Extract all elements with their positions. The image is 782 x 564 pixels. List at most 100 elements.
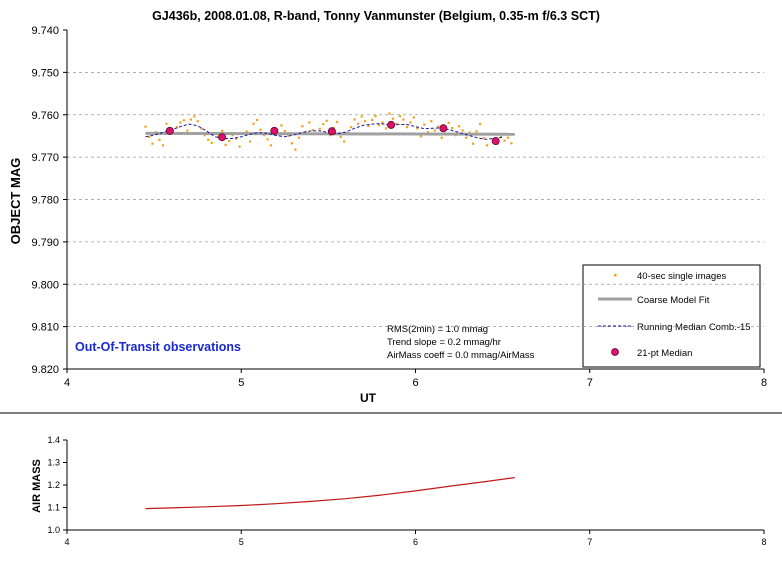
single-image-point: [262, 134, 266, 137]
median-21pt-point: [270, 126, 279, 135]
median-21pt-point: [491, 137, 500, 146]
single-image-point: [287, 134, 290, 137]
single-image-point: [398, 115, 402, 118]
single-image-point: [189, 118, 192, 121]
x-tick-label: 6: [412, 377, 418, 389]
stats-airmass-coeff: AirMass coeff = 0.0 mmag/AirMass: [387, 350, 535, 361]
single-image-point: [266, 138, 269, 141]
annotation-title: Out-Of-Transit observations: [75, 340, 241, 354]
single-image-point: [360, 115, 363, 118]
single-image-point: [447, 121, 450, 125]
single-image-point: [402, 118, 405, 121]
single-image-point: [472, 142, 475, 145]
single-image-point: [228, 140, 231, 143]
single-image-point: [252, 122, 255, 125]
airmass-y-tick-label: 1.1: [47, 503, 60, 513]
single-image-point: [311, 129, 314, 132]
single-image-point: [374, 115, 377, 118]
single-image-point: [269, 144, 273, 147]
single-image-point: [412, 116, 415, 119]
single-image-point: [259, 128, 262, 131]
y-tick-label: 9.760: [31, 110, 59, 122]
single-image-point: [343, 140, 346, 143]
airmass-y-axis-label: AIR MASS: [31, 459, 43, 513]
legend-symbol-median: [611, 348, 619, 356]
single-image-point: [165, 122, 168, 125]
airmass-x-tick-label: 5: [239, 537, 244, 547]
y-tick-label: 9.750: [31, 67, 59, 79]
chart-title: GJ436b, 2008.01.08, R-band, Tonny Vanmun…: [152, 9, 600, 23]
legend-label-fit: Coarse Model Fit: [637, 295, 710, 306]
single-image-point: [353, 118, 356, 121]
single-image-point: [395, 122, 398, 125]
single-image-point: [283, 129, 287, 133]
airmass-x-tick-label: 4: [64, 537, 69, 547]
single-image-point: [318, 127, 321, 130]
single-image-point: [482, 137, 485, 140]
single-image-point: [179, 121, 182, 124]
single-image-point: [440, 136, 443, 139]
single-image-point: [158, 138, 161, 141]
single-image-point: [499, 135, 503, 138]
median-21pt-point: [218, 133, 227, 142]
single-image-point: [175, 126, 178, 129]
single-image-point: [510, 142, 513, 145]
single-image-point: [465, 136, 468, 139]
x-tick-label: 7: [587, 377, 593, 389]
single-image-point: [391, 117, 395, 120]
single-image-point: [290, 142, 293, 145]
airmass-y-tick-label: 1.4: [47, 435, 60, 445]
single-image-point: [503, 139, 506, 142]
y-tick-label: 9.820: [31, 364, 59, 376]
single-image-point: [200, 127, 203, 130]
single-image-point: [350, 126, 353, 129]
single-image-point: [297, 136, 300, 139]
running-median-line: [145, 123, 503, 140]
airmass-line: [145, 477, 515, 510]
single-image-point: [308, 121, 311, 124]
single-image-point: [210, 141, 213, 144]
single-image-point: [325, 119, 328, 122]
legend: 40-sec single images Coarse Model Fit Ru…: [582, 264, 761, 368]
median-21pt-point: [165, 126, 174, 135]
x-tick-label: 5: [238, 377, 244, 389]
single-image-point: [458, 125, 461, 128]
single-image-point: [294, 148, 297, 151]
legend-symbol-single: [614, 274, 617, 277]
single-image-point: [485, 144, 489, 147]
single-image-point: [235, 137, 238, 140]
single-image-point: [381, 121, 384, 124]
single-image-point: [451, 126, 454, 130]
median-21pt-point: [439, 124, 448, 133]
single-image-point: [203, 134, 206, 137]
single-image-point: [356, 122, 360, 125]
y-axis-label: OBJECT MAG: [8, 158, 23, 245]
single-image-point: [231, 134, 234, 137]
single-image-point: [370, 118, 374, 122]
single-image-point: [409, 121, 412, 124]
single-image-point: [475, 130, 478, 133]
single-image-point: [336, 120, 339, 124]
single-image-point: [388, 112, 391, 115]
single-image-point: [255, 118, 259, 122]
single-image-point: [377, 123, 381, 127]
single-image-point: [437, 125, 440, 128]
single-image-point: [433, 129, 436, 132]
single-image-point: [238, 145, 241, 148]
single-image-point: [144, 125, 147, 128]
single-image-point: [151, 142, 154, 145]
single-image-point: [193, 115, 196, 118]
median-21pt-point: [387, 120, 396, 129]
single-image-point: [478, 122, 482, 125]
y-tick-label: 9.810: [31, 322, 59, 334]
y-tick-label: 9.780: [31, 195, 59, 207]
legend-label-median: 21-pt Median: [637, 348, 692, 359]
single-image-point: [224, 143, 227, 147]
single-image-point: [405, 126, 408, 129]
single-image-point: [423, 123, 426, 126]
legend-label-single: 40-sec single images: [637, 271, 726, 282]
y-tick-label: 9.740: [31, 25, 59, 37]
airmass-y-tick-label: 1.3: [47, 458, 60, 468]
x-tick-label: 4: [64, 377, 70, 389]
